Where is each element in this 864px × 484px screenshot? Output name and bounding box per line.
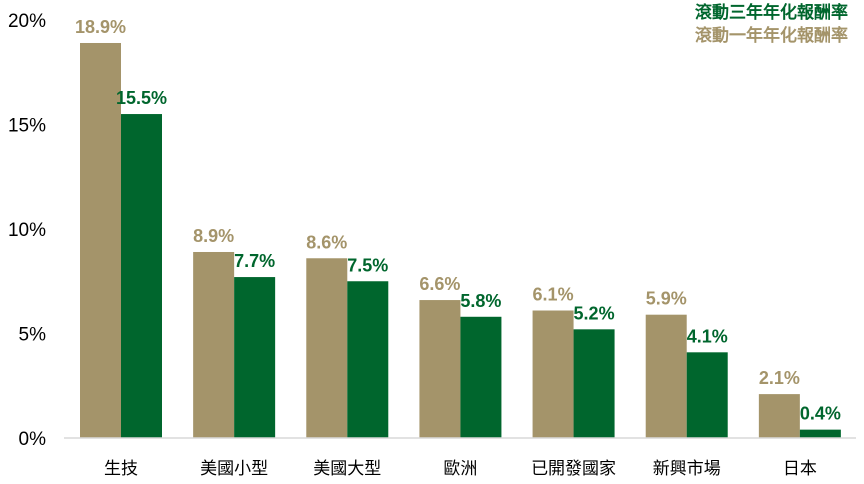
- x-tick-label: 生技: [104, 459, 138, 479]
- bars: 18.9%15.5%8.9%7.7%8.6%7.5%6.6%5.8% 6.1%5.…: [75, 17, 841, 439]
- data-label: 2.1%: [759, 368, 800, 388]
- x-tick-label: 美國小型: [200, 459, 268, 479]
- bar: [80, 42, 121, 439]
- data-label: 7.5%: [347, 255, 388, 275]
- bar: [645, 314, 687, 438]
- data-label: 18.9%: [75, 17, 126, 37]
- data-label: 8.6%: [306, 232, 347, 252]
- x-tick-label: 已開發國家: [531, 459, 616, 479]
- bar: [347, 281, 389, 438]
- legend-entry: 滾動三年年化報酬率: [695, 2, 848, 23]
- legend-entry: 滾動一年年化報酬率: [695, 25, 848, 46]
- bar: [419, 300, 461, 438]
- data-label: 7.7%: [234, 251, 275, 271]
- data-label: 6.6%: [419, 274, 460, 294]
- data-label: 5.8%: [460, 291, 501, 311]
- data-label: 4.1%: [687, 326, 728, 346]
- bar: [758, 394, 800, 438]
- y-tick-label: 5%: [19, 325, 47, 346]
- y-tick-label: 0%: [19, 429, 47, 450]
- bar: [234, 277, 276, 438]
- bar: [460, 316, 502, 438]
- y-axis: 0% 5% 10% 15% 20%: [8, 11, 46, 450]
- data-label: 8.9%: [193, 226, 234, 246]
- data-label: 5.9%: [646, 289, 687, 309]
- x-axis: 生技 美國小型 美國大型 歐洲 已開發國家 新興市場 日本: [104, 459, 817, 479]
- x-tick-label: 美國大型: [313, 459, 381, 479]
- bar: [193, 251, 235, 438]
- bar: [121, 114, 162, 439]
- data-label: 0.4%: [800, 404, 841, 424]
- y-tick-label: 15%: [8, 116, 46, 137]
- x-tick-label: 新興市場: [653, 459, 721, 479]
- x-tick-label: 日本: [783, 459, 817, 479]
- bar: [686, 352, 728, 438]
- bar: [306, 258, 348, 438]
- y-tick-label: 20%: [8, 11, 46, 32]
- data-label: 6.1%: [533, 285, 574, 305]
- bar: [573, 329, 615, 438]
- data-label: 15.5%: [116, 88, 167, 108]
- x-tick-label: 歐洲: [443, 459, 477, 479]
- y-tick-label: 10%: [8, 220, 46, 241]
- bar: [532, 310, 574, 438]
- bar: [799, 429, 841, 438]
- data-label: 5.2%: [574, 303, 615, 323]
